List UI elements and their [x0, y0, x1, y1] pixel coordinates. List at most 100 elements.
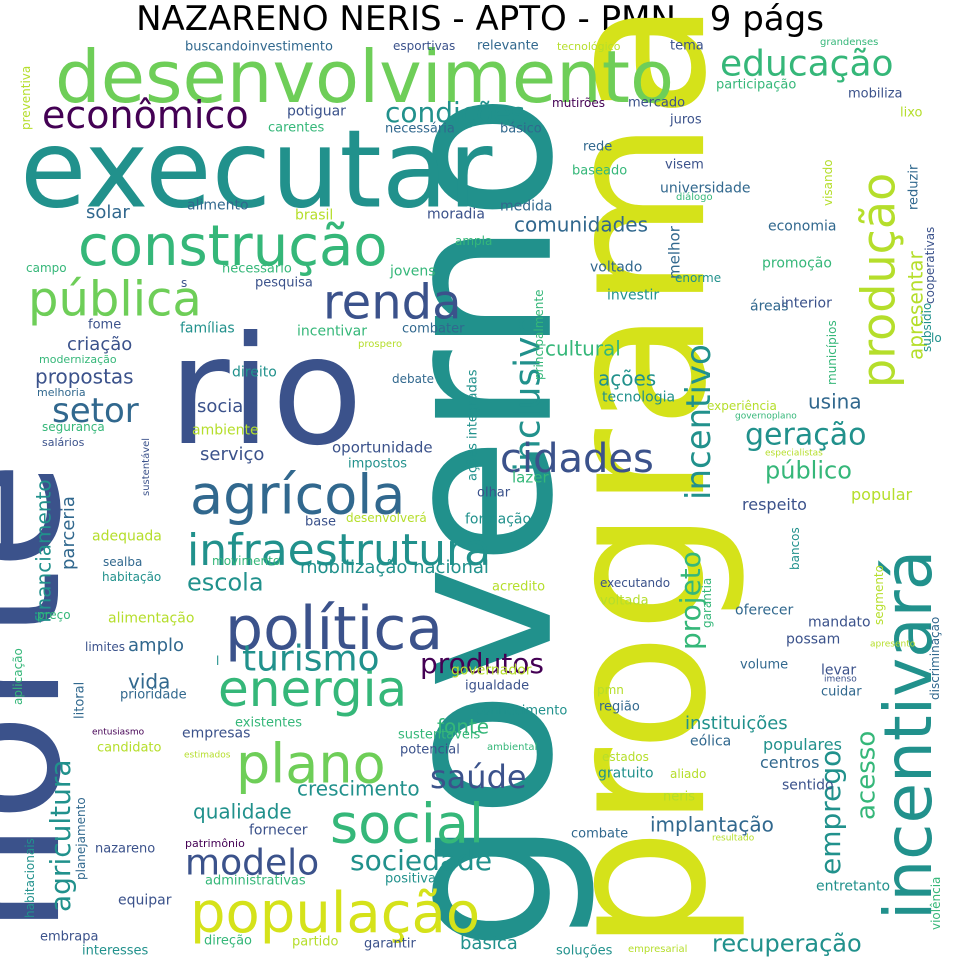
- cloud-word: sociedade: [350, 844, 493, 878]
- cloud-word: garantia: [700, 577, 715, 628]
- cloud-word: resultado: [712, 833, 755, 844]
- cloud-word: pública: [28, 271, 202, 328]
- cloud-word: visem: [665, 157, 704, 173]
- cloud-word: energia: [218, 660, 408, 718]
- cloud-word: centros: [760, 752, 820, 772]
- cloud-word: executando: [600, 576, 671, 591]
- cloud-word: direito: [232, 364, 277, 381]
- cloud-word: partido: [292, 934, 339, 950]
- cloud-word: conhecimento: [475, 703, 568, 719]
- cloud-word: acredito: [492, 579, 546, 595]
- cloud-word: qualidade: [193, 799, 292, 824]
- cloud-word: principalmente: [532, 289, 547, 381]
- cloud-word: promoção: [762, 255, 832, 272]
- cloud-word: acesso: [851, 730, 882, 820]
- cloud-word: construção: [78, 214, 388, 280]
- cloud-word: buscando: [185, 39, 248, 55]
- cloud-word: lixo: [900, 105, 923, 121]
- cloud-word: positiva: [385, 871, 436, 887]
- cloud-word: necessário: [222, 261, 292, 277]
- cloud-word: fornecer: [249, 822, 308, 839]
- cloud-word: estimados: [184, 750, 231, 761]
- cloud-word: participação: [716, 77, 797, 93]
- cloud-word: plano: [236, 732, 386, 796]
- cloud-word: governador: [451, 662, 532, 679]
- cloud-word: universidade: [660, 180, 751, 197]
- cloud-word: planejamento: [74, 797, 89, 880]
- cloud-word: pesquisa: [255, 275, 313, 291]
- cloud-word: entusiasmo: [92, 727, 145, 738]
- cloud-word: criação: [67, 334, 133, 356]
- cloud-word: setor: [52, 391, 139, 432]
- cloud-word: vida: [128, 669, 171, 694]
- cloud-word: jovens: [390, 263, 436, 280]
- cloud-word: áreas: [750, 298, 789, 315]
- cloud-word: serviço: [200, 444, 265, 466]
- cloud-word: básica: [460, 933, 518, 955]
- cloud-word: populares: [763, 734, 842, 754]
- cloud-word: necessária: [385, 121, 455, 137]
- cloud-word: litoral: [72, 681, 88, 719]
- cloud-word: imenso: [824, 674, 857, 685]
- cloud-word: turismo: [242, 638, 380, 680]
- cloud-word: geração: [745, 417, 867, 453]
- cloud-word: modelo: [185, 842, 320, 884]
- cloud-word: famílias: [180, 320, 235, 337]
- cloud-word: oportunidade: [332, 438, 433, 457]
- cloud-word: oferecer: [735, 602, 794, 619]
- cloud-word: popular: [851, 484, 913, 504]
- cloud-word: voltado: [590, 259, 643, 276]
- cloud-word: escola: [187, 568, 264, 597]
- cloud-word: solar: [86, 202, 130, 224]
- cloud-word: habitacionais: [23, 838, 38, 918]
- cloud-word: olhar: [477, 485, 511, 501]
- cloud-word: diálogo: [676, 191, 713, 203]
- cloud-word: ambiente: [192, 422, 259, 439]
- cloud-word: relevante: [477, 38, 539, 54]
- cloud-word: possam: [786, 631, 841, 648]
- cloud-word: discriminação: [928, 616, 943, 700]
- cloud-word: moradia: [427, 206, 485, 223]
- cloud-word: implantação: [650, 812, 774, 837]
- cloud-word: região: [599, 699, 640, 715]
- cloud-word: população: [190, 881, 481, 947]
- cloud-word: reduzir: [906, 164, 922, 210]
- cloud-word: sustentáveis: [398, 727, 481, 743]
- cloud-word: mobiliza: [848, 86, 903, 102]
- cloud-word: esportivas: [393, 39, 456, 54]
- cloud-word: saúde: [430, 757, 527, 796]
- cloud-word: potiguar: [287, 103, 346, 120]
- cloud-word: melhoria: [37, 385, 86, 399]
- cloud-word: impostos: [348, 456, 408, 472]
- cloud-word: formação: [465, 511, 532, 528]
- cloud-word: carentes: [268, 120, 325, 136]
- cloud-word: aplicação: [11, 648, 26, 705]
- cloud-word: fome: [88, 317, 122, 333]
- cloud-word: educação: [720, 43, 894, 85]
- cloud-word: l: [216, 654, 220, 669]
- cloud-word: público: [765, 456, 852, 485]
- cloud-word: entretanto: [816, 878, 891, 895]
- cloud-word: eólica: [690, 733, 732, 750]
- cloud-word: rio: [168, 305, 364, 479]
- cloud-word: preço: [37, 608, 71, 623]
- cloud-word: sustentável: [140, 437, 152, 496]
- cloud-word: grandenses: [820, 36, 879, 48]
- cloud-word: fonte: [437, 714, 490, 739]
- cloud-word: baseado: [572, 163, 628, 179]
- cloud-word: interior: [781, 295, 832, 312]
- cloud-word: nazareno: [95, 841, 156, 857]
- cloud-word: empresarial: [628, 943, 688, 955]
- cloud-word: executar: [20, 107, 493, 233]
- cloud-word: respeito: [742, 494, 807, 514]
- cloud-word: crescimento: [297, 776, 420, 801]
- cloud-word: tema: [670, 38, 704, 54]
- cloud-word: básico: [500, 121, 542, 137]
- cloud-word: usina: [808, 389, 862, 414]
- cloud-word: economia: [768, 218, 837, 235]
- cloud-word: agrícola: [190, 463, 406, 527]
- cloud-word: cidades: [500, 436, 654, 483]
- cloud-word: mutirões: [552, 96, 605, 111]
